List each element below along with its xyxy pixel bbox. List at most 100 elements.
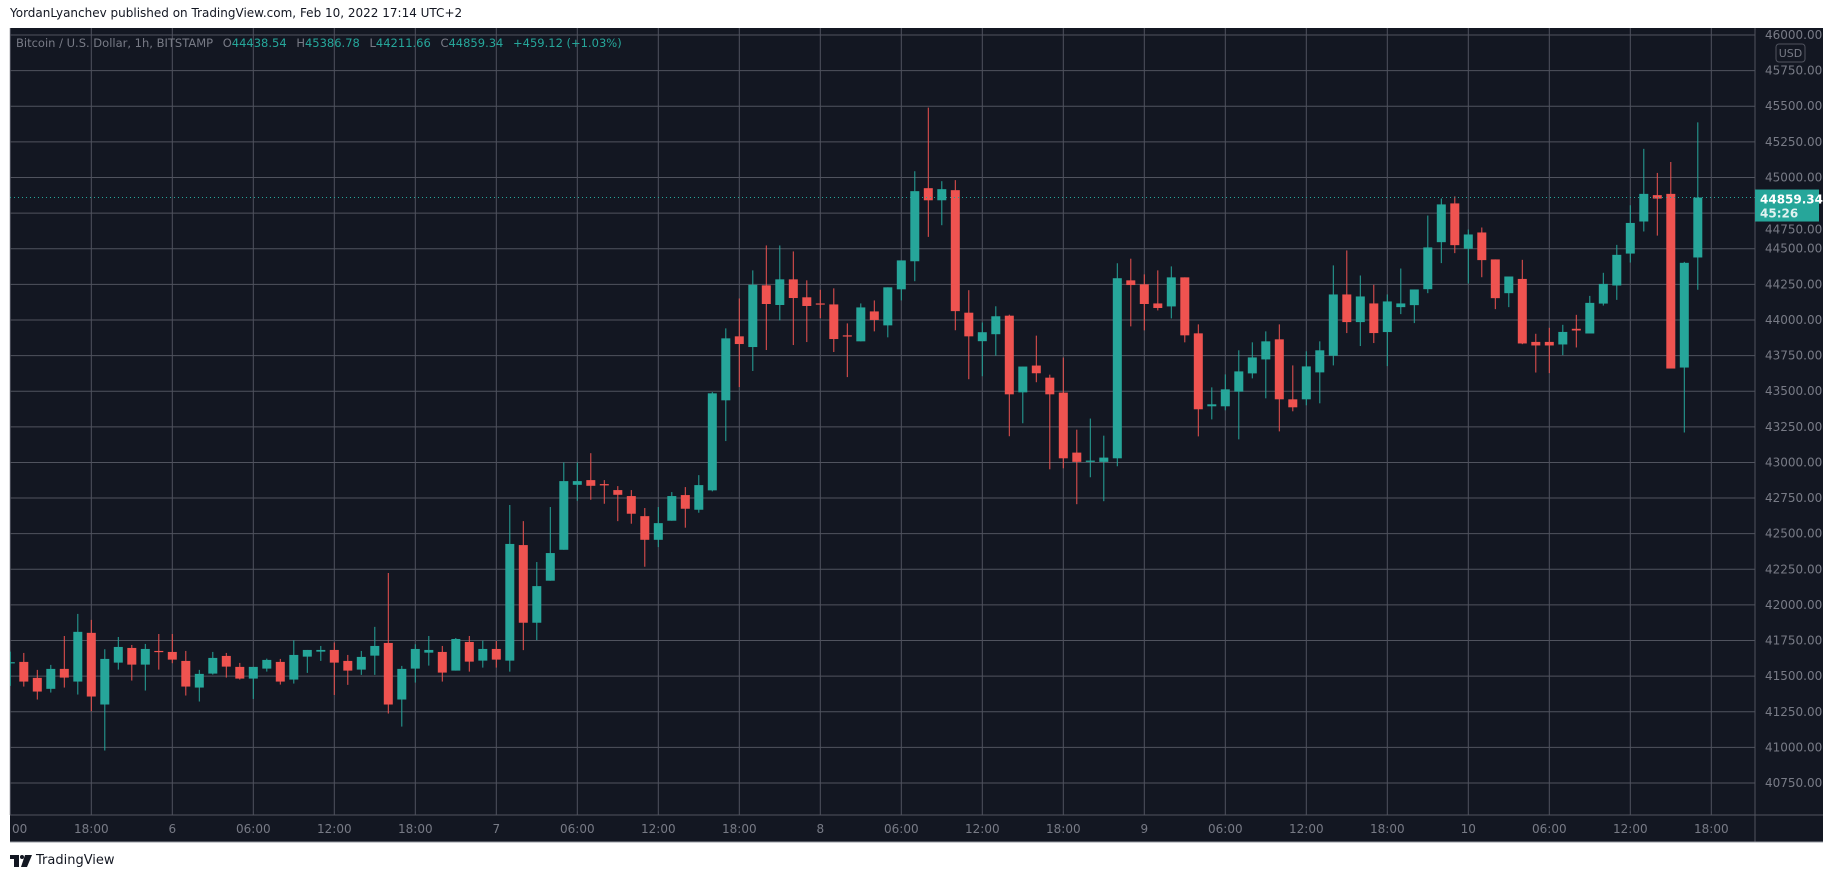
candle — [1274, 324, 1284, 432]
candle-body — [829, 304, 839, 340]
candle — [370, 626, 380, 675]
candle — [883, 287, 893, 338]
candle-body — [1288, 399, 1298, 408]
candle — [1652, 172, 1662, 236]
last-price-tag: 44859.34 45:26 — [1755, 189, 1823, 222]
price-tick-label: 42500.00 — [1765, 527, 1822, 541]
candle-body — [559, 481, 569, 550]
candle — [640, 508, 650, 567]
price-tick-label: 43500.00 — [1765, 384, 1822, 398]
candle — [626, 490, 636, 524]
time-tick-label: 7 — [492, 822, 500, 836]
candle — [653, 507, 663, 548]
legend-change: +459.12 (+1.03%) — [513, 36, 622, 50]
candle — [194, 669, 204, 702]
candle — [923, 107, 933, 237]
price-tick-label: 43000.00 — [1765, 455, 1822, 469]
time-tick-label: 06:00 — [236, 822, 271, 836]
price-tick-label: 41250.00 — [1765, 705, 1822, 719]
candle-body — [181, 660, 191, 687]
time-axis[interactable]: 00 18:00 6 06:00 12:00 18:00 7 06:00 12:00 18:00 8… — [12, 822, 1729, 836]
candle-body — [1652, 195, 1662, 199]
candle — [748, 270, 758, 371]
time-tick-label: 06:00 — [1208, 822, 1243, 836]
candle-body — [1544, 341, 1554, 346]
legend-close-label: C — [440, 36, 448, 50]
candle — [1180, 277, 1190, 343]
candle-body — [896, 260, 906, 290]
candle-body — [977, 332, 987, 342]
price-tick-label: 42000.00 — [1765, 598, 1822, 612]
candle-body — [383, 642, 393, 705]
candle-body — [775, 279, 785, 305]
price-axis[interactable]: 46000.00 45750.00 45500.00 45250.00 45000.00… — [1765, 28, 1822, 790]
candle — [842, 323, 852, 378]
candle — [451, 637, 461, 671]
candle-body — [1355, 296, 1365, 323]
candle-body — [1517, 278, 1527, 344]
price-tick-label: 46000.00 — [1765, 28, 1822, 42]
tradingview-logo[interactable]: TradingView — [10, 853, 115, 868]
candle-body — [680, 495, 690, 509]
candle-body — [1598, 283, 1608, 304]
candle — [775, 245, 785, 321]
candle — [761, 245, 771, 351]
candle — [248, 666, 258, 699]
candle — [829, 288, 839, 353]
candle — [1301, 351, 1311, 406]
candle — [1598, 272, 1608, 306]
candle — [1166, 266, 1176, 319]
currency-badge[interactable]: USD — [1775, 43, 1806, 63]
candle — [1436, 198, 1446, 264]
candle-body — [842, 335, 852, 337]
candle — [73, 613, 83, 695]
candle-body — [1666, 193, 1676, 369]
candle-body — [1477, 232, 1487, 261]
candle-body — [1693, 197, 1703, 258]
candle — [518, 521, 528, 651]
candle-body — [505, 543, 515, 661]
candle-body — [464, 641, 474, 662]
candle-body — [356, 656, 366, 670]
candle-body — [667, 496, 677, 521]
candle — [59, 635, 69, 688]
candle — [100, 649, 110, 751]
candle-body — [1369, 303, 1379, 334]
candle-body — [235, 666, 245, 679]
candle — [127, 644, 137, 681]
time-tick-label: 6 — [168, 822, 176, 836]
candle — [1072, 429, 1082, 505]
candle-body — [1247, 357, 1257, 374]
time-tick-label: 12:00 — [641, 822, 676, 836]
candle-body — [113, 646, 123, 663]
candle — [896, 260, 906, 301]
candles — [10, 107, 1703, 751]
candle-body — [883, 287, 893, 326]
candle-body — [1301, 366, 1311, 400]
candle — [856, 303, 866, 342]
candle-body — [397, 668, 407, 700]
candle — [1666, 161, 1676, 369]
time-tick-label: 18:00 — [398, 822, 433, 836]
legend-high-label: H — [296, 36, 305, 50]
price-tick-label: 45500.00 — [1765, 99, 1822, 113]
candle — [1004, 314, 1014, 437]
price-tick-label: 40750.00 — [1765, 776, 1822, 790]
candle — [1288, 365, 1298, 412]
candle — [1193, 324, 1203, 437]
candle-body — [1490, 259, 1500, 299]
time-tick-label: 06:00 — [1532, 822, 1567, 836]
candle-body — [127, 647, 137, 665]
candle-body — [1612, 254, 1622, 286]
candle-body — [451, 638, 461, 671]
candle-body — [802, 297, 812, 306]
candle — [424, 635, 434, 666]
candle-body — [491, 648, 501, 660]
candle — [910, 171, 920, 282]
candle-body — [1450, 203, 1460, 246]
candle-body — [991, 316, 1001, 335]
candle-body — [221, 655, 231, 667]
candle — [1558, 324, 1568, 356]
candle-body — [194, 673, 204, 688]
